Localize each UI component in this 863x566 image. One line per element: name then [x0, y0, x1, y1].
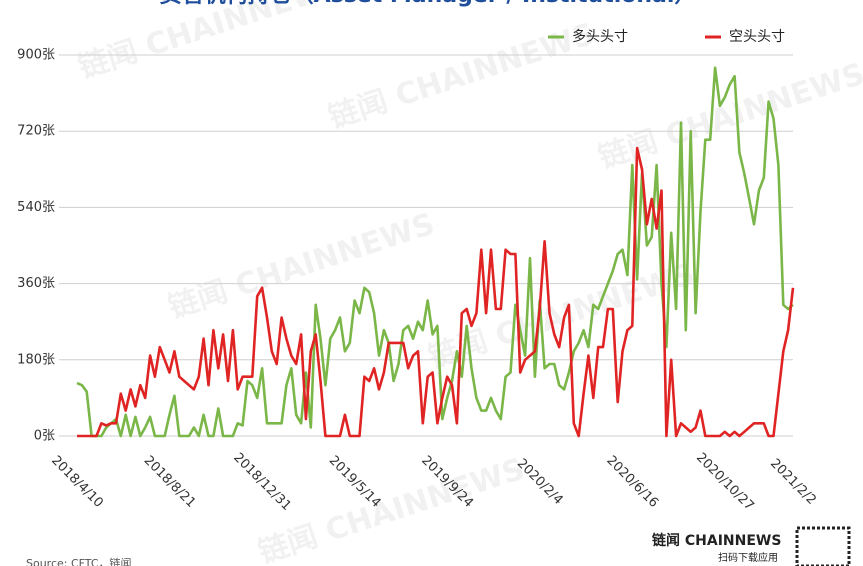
series-line — [76, 66, 794, 438]
y-tick-label: 900张 — [17, 48, 55, 63]
series-line — [77, 146, 795, 438]
watermark: 链闻 CHAINNEWS — [74, 0, 349, 86]
legend-label: 多头头寸 — [572, 28, 628, 45]
x-tick-label: 2021/2/2 — [767, 456, 819, 508]
watermark: 链闻 CHAINNEWS — [324, 17, 599, 136]
x-tick-label: 2019/5/14 — [326, 453, 384, 511]
qr-code — [795, 526, 851, 566]
x-tick-label: 2020/10/27 — [693, 450, 757, 514]
y-tick-label: 720张 — [17, 124, 55, 139]
chart-title: 资管机构持仓（Asset Manager / Institutional） — [160, 0, 697, 8]
watermark: 链闻 CHAINNEWS — [424, 257, 699, 376]
source: Source: CFTC，链闻 — [26, 556, 132, 566]
y-tick-label: 0张 — [34, 429, 55, 444]
x-tick-label: 2018/8/21 — [141, 453, 199, 511]
brand-sub: 扫码下载应用 — [718, 551, 778, 564]
watermark: 链闻 CHAINNEWS — [164, 207, 439, 326]
y-tick-label: 540张 — [17, 200, 55, 215]
watermark: 链闻 CHAINNEWS — [254, 452, 529, 566]
y-tick-label: 360张 — [17, 276, 55, 291]
y-tick-label: 180张 — [17, 352, 55, 367]
legend-label: 空头头寸 — [729, 29, 785, 45]
brand: 链闻 CHAINNEWS — [652, 532, 781, 549]
x-tick-label: 2020/6/16 — [603, 453, 661, 511]
x-tick-label: 2018/4/10 — [48, 453, 106, 511]
watermark: 链闻 CHAINNEWS — [594, 57, 863, 176]
x-tick-label: 2018/12/31 — [230, 450, 294, 514]
